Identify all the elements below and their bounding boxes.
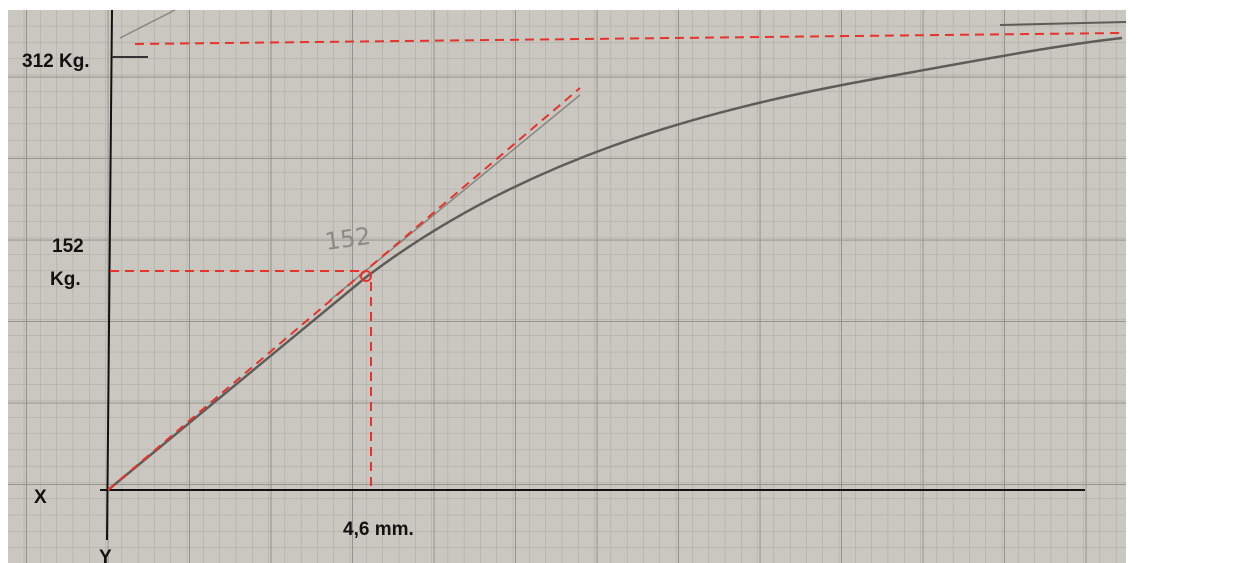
y-mid-value: 152 [52,236,84,257]
x-mark-label: 4,6 mm. [343,519,414,540]
photo: 152 312 Kg. 152 Kg. X 4,6 mm. Y [0,0,1237,563]
y-mid-unit: Kg. [50,269,81,290]
graph-paper [8,10,1237,563]
y-axis-label: Y [99,547,112,563]
x-axis-label: X [34,487,47,508]
y-max-label: 312 Kg. [22,51,90,72]
